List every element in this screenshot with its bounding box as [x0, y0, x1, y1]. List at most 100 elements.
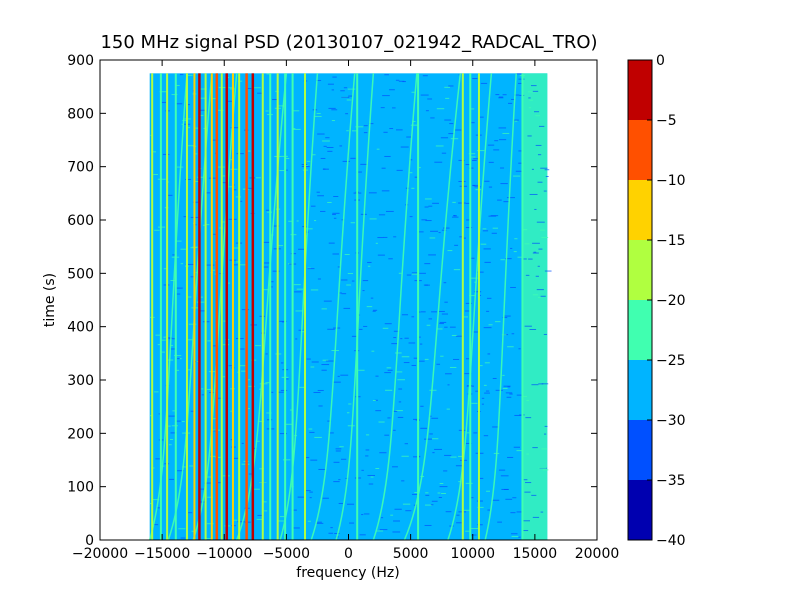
signal-line-6 [198, 73, 201, 540]
psd-noise-cell [532, 516, 540, 518]
psd-noise-cell [320, 210, 326, 212]
psd-noise-cell [505, 498, 513, 500]
psd-noise-cell [439, 486, 448, 488]
psd-noise-cell [503, 385, 511, 387]
psd-noise-cell [179, 358, 182, 360]
colorbar-tick-label: −10 [656, 173, 686, 189]
psd-noise-cell [375, 242, 378, 244]
psd-noise-cell [504, 315, 511, 317]
psd-noise-cell [337, 375, 340, 377]
psd-noise-cell [543, 190, 547, 192]
psd-noise-cell [192, 201, 199, 203]
psd-noise-cell [316, 521, 322, 523]
psd-noise-cell [502, 94, 507, 96]
psd-noise-cell [420, 311, 426, 313]
psd-noise-cell [175, 103, 183, 105]
psd-noise-cell [205, 192, 211, 194]
psd-noise-cell [200, 296, 203, 298]
psd-noise-cell [388, 258, 393, 260]
psd-noise-cell [423, 284, 429, 286]
psd-noise-cell [321, 308, 327, 310]
psd-noise-cell [505, 392, 513, 394]
psd-noise-cell [545, 176, 549, 178]
psd-noise-cell [232, 457, 241, 459]
psd-noise-cell [386, 367, 392, 369]
psd-noise-cell [490, 215, 499, 217]
psd-noise-cell [481, 397, 485, 399]
psd-noise-cell [393, 236, 397, 238]
psd-noise-cell [532, 252, 539, 254]
psd-noise-cell [513, 446, 520, 448]
psd-noise-cell [474, 186, 481, 188]
psd-noise-cell [310, 459, 318, 461]
psd-noise-cell [465, 530, 470, 532]
psd-noise-cell [472, 78, 478, 80]
psd-noise-cell [491, 499, 500, 501]
psd-noise-cell [280, 389, 288, 391]
psd-noise-cell [187, 127, 190, 129]
psd-noise-cell [299, 386, 306, 388]
signal-line-18 [276, 73, 279, 540]
psd-noise-cell [190, 276, 195, 278]
psd-noise-cell [511, 333, 515, 335]
psd-noise-cell [179, 74, 184, 76]
psd-noise-cell [531, 384, 539, 386]
psd-noise-cell [338, 479, 341, 481]
psd-noise-cell [292, 128, 296, 130]
psd-noise-cell [176, 287, 183, 289]
drift-curve-4 [279, 73, 319, 541]
psd-noise-cell [205, 538, 213, 540]
psd-noise-cell [296, 288, 304, 290]
psd-noise-cell [430, 117, 435, 119]
psd-noise-cell [441, 313, 449, 315]
psd-noise-cell [374, 399, 378, 401]
colorbar-tick-label: −20 [656, 293, 686, 309]
psd-noise-cell [393, 330, 400, 332]
psd-noise-cell [156, 507, 161, 509]
drift-curve-10 [484, 73, 517, 541]
psd-noise-cell [163, 268, 167, 270]
psd-noise-cell [387, 417, 391, 419]
colorbar-tick-label: −5 [656, 113, 677, 129]
signal-line-27 [521, 73, 524, 540]
psd-noise-cell [402, 503, 411, 505]
drift-curve-6 [335, 73, 375, 541]
psd-noise-cell [180, 248, 186, 250]
psd-noise-cell [532, 294, 538, 296]
psd-noise-cell [363, 325, 368, 327]
psd-noise-cell [447, 384, 450, 386]
psd-noise-cell [411, 91, 415, 93]
signal-line-3 [174, 73, 177, 540]
psd-noise-cell [404, 443, 408, 445]
psd-noise-cell [393, 337, 397, 339]
psd-noise-cell [347, 88, 356, 90]
psd-noise-cell [530, 85, 537, 87]
psd-noise-cell [368, 483, 374, 485]
psd-noise-cell [441, 229, 447, 231]
psd-noise-cell [170, 432, 177, 434]
psd-noise-cell [198, 114, 204, 116]
psd-noise-cell [510, 286, 516, 288]
psd-noise-cell [458, 481, 461, 483]
psd-noise-cell [443, 282, 447, 284]
psd-noise-cell [397, 416, 404, 418]
psd-noise-cell [322, 497, 329, 499]
psd-noise-cell [264, 510, 268, 512]
psd-noise-cell [154, 391, 159, 393]
psd-noise-cell [212, 418, 218, 420]
psd-noise-cell [371, 350, 375, 352]
psd-noise-cell [532, 90, 539, 92]
psd-noise-cell [155, 458, 163, 460]
psd-noise-cell [439, 482, 444, 484]
psd-noise-cell [307, 520, 311, 522]
psd-noise-cell [181, 421, 185, 423]
psd-noise-cell [514, 94, 520, 96]
psd-noise-cell [453, 215, 457, 217]
psd-noise-cell [507, 346, 514, 348]
psd-noise-cell [541, 448, 548, 450]
signal-line-16 [261, 73, 264, 540]
psd-noise-cell [534, 208, 537, 210]
psd-noise-cell [451, 216, 459, 218]
psd-noise-cell [409, 216, 413, 218]
psd-noise-cell [151, 524, 159, 526]
